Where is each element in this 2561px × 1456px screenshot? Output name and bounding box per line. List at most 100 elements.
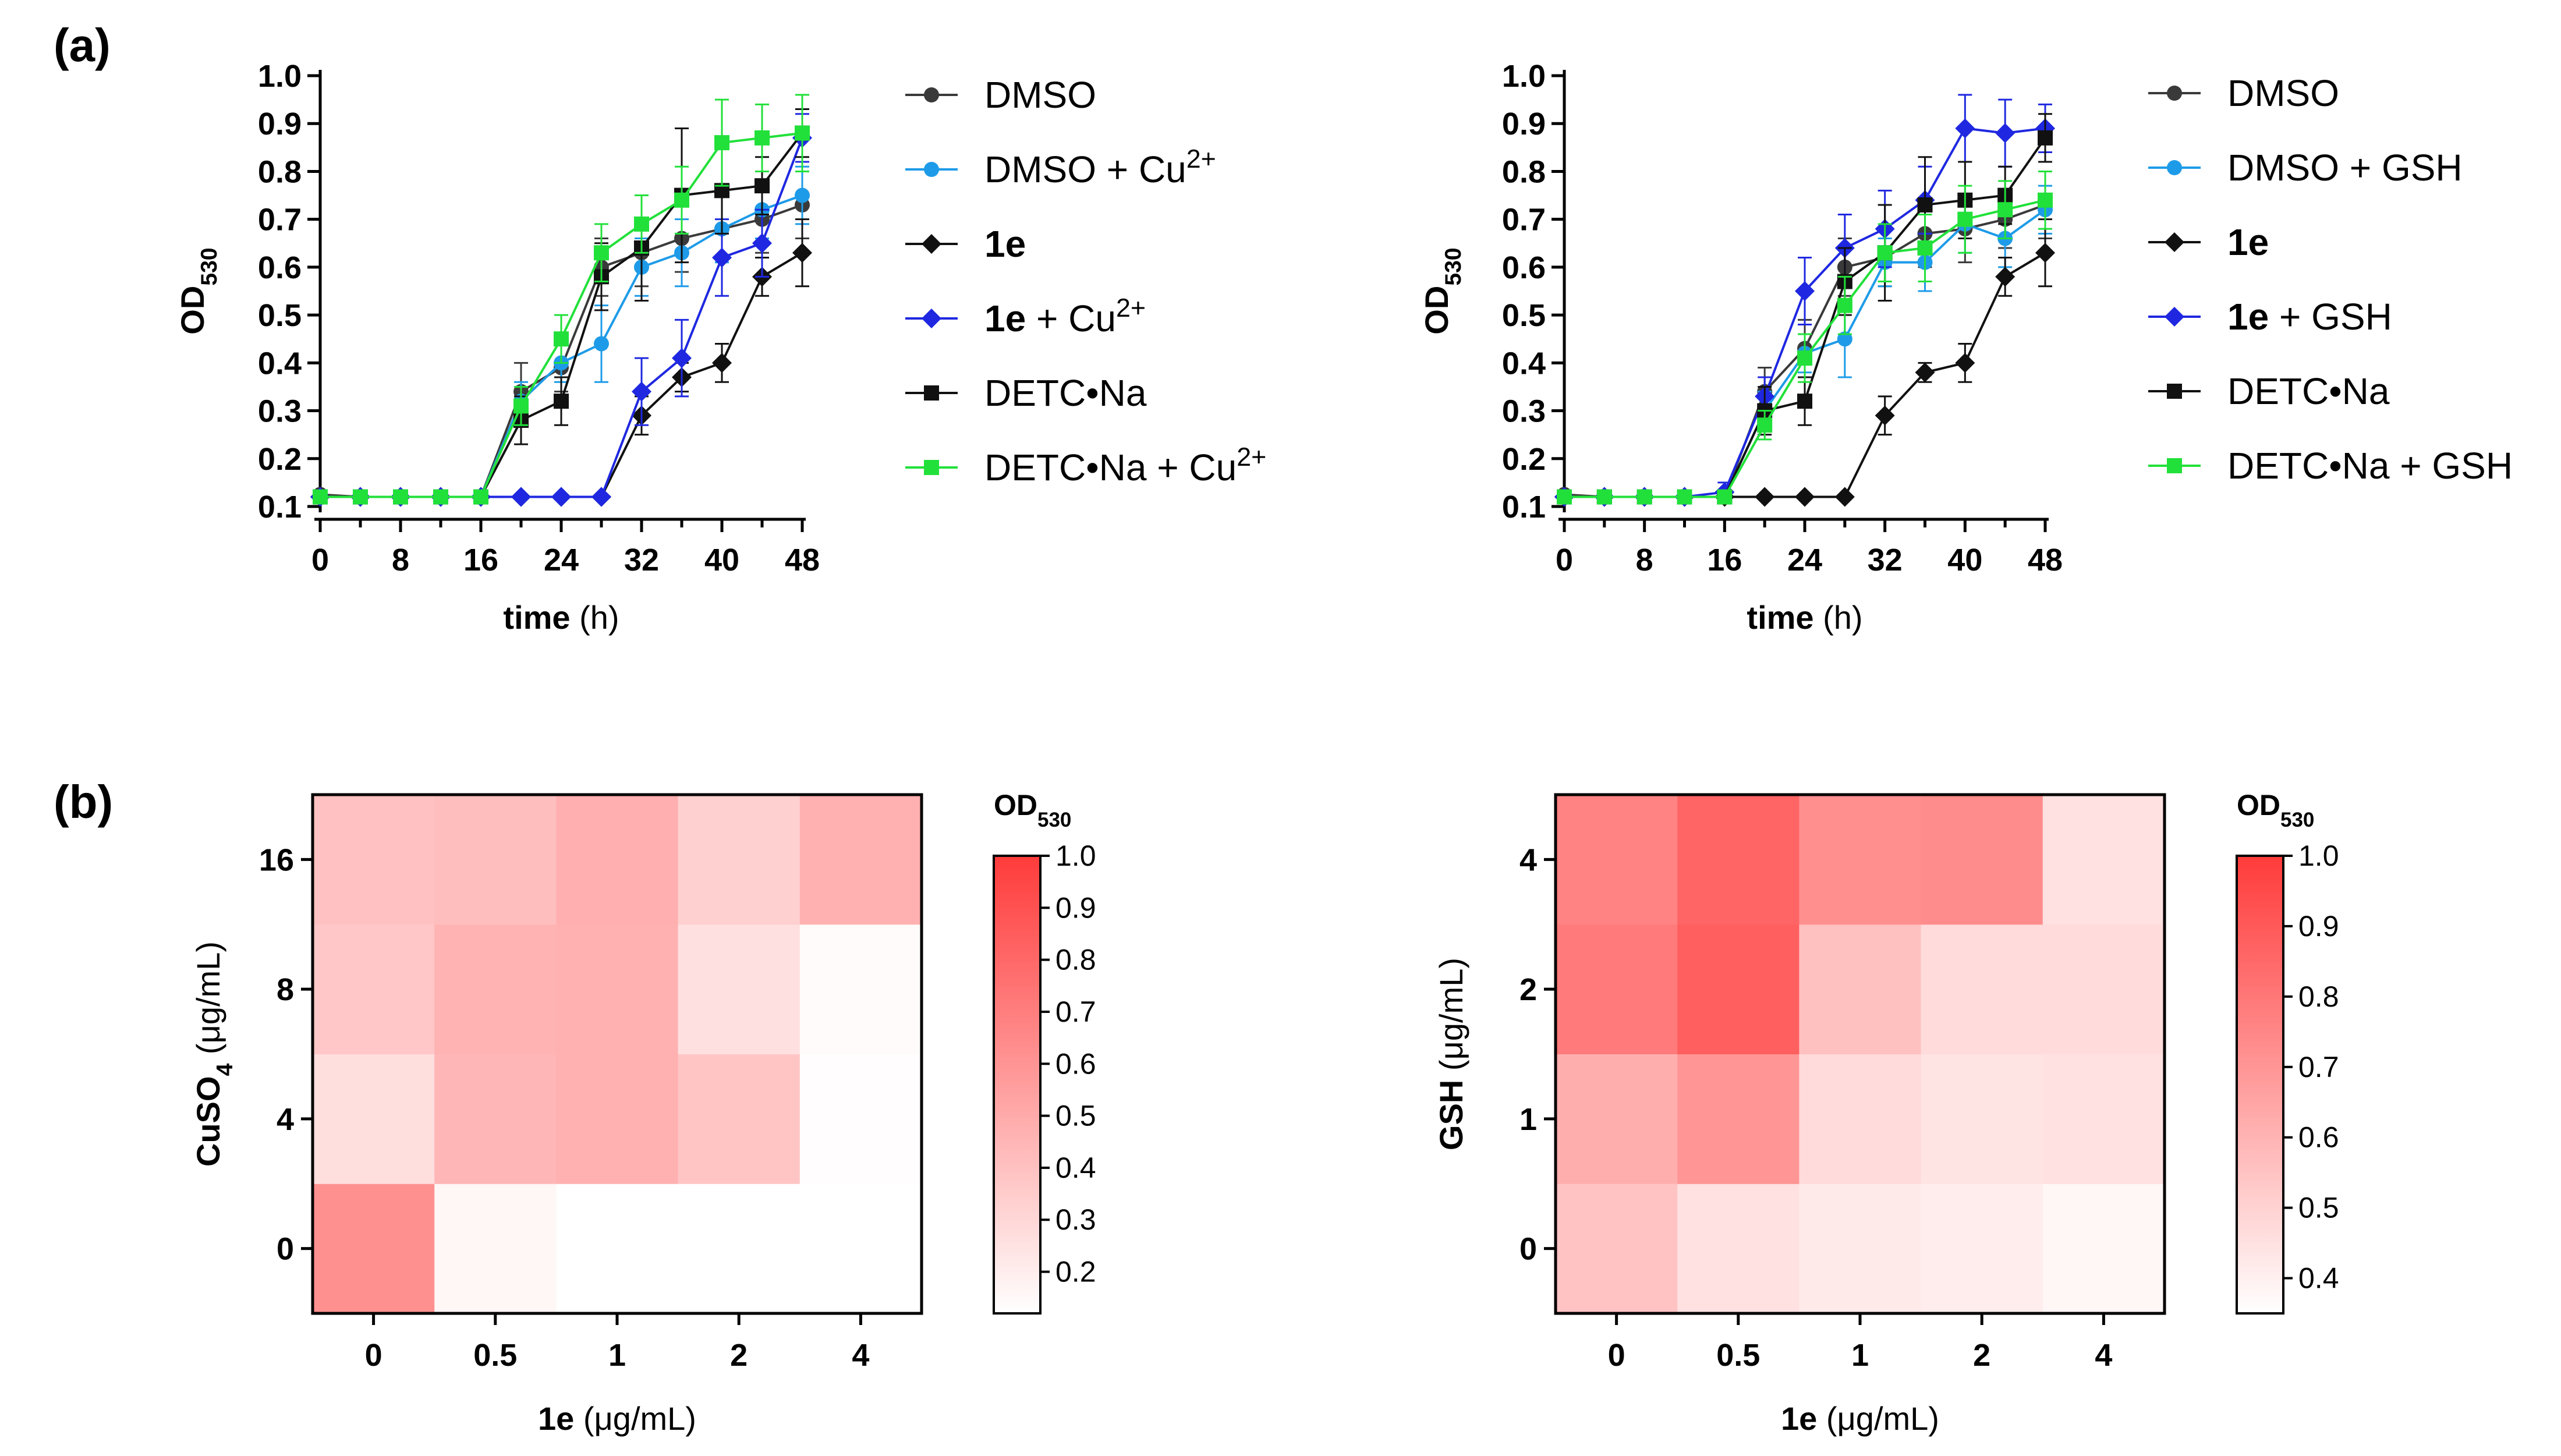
colorbar-tick-label: 0.7 [1055,996,1096,1028]
y-tick-label: 4 [1519,842,1537,877]
x-tick-label: 40 [704,543,739,578]
y-tick-label: 0.5 [1502,298,1546,333]
legend-label-part: 2+ [1237,442,1266,472]
data-point [1795,487,1815,507]
colorbar-tick-label: 0.9 [1055,891,1096,924]
x-tick-label: 8 [392,543,409,578]
colorbar [2236,855,2284,1315]
heatmap-cell [1677,795,1800,925]
data-point [554,394,569,409]
heatmap-cell [1799,1184,1922,1314]
data-point [1797,394,1812,409]
colorbar-tick-label: 0.4 [2298,1262,2339,1295]
x-axis-title-rest: (μg/mL) [574,1400,696,1437]
colorbar-tick-label: 0.6 [1055,1047,1096,1080]
data-point [393,489,408,505]
data-point [1875,405,1895,426]
panel-label-a: (a) [54,19,111,71]
data-point [752,233,772,253]
data-point [674,192,689,208]
legend-marker [2165,232,2184,252]
legend-marker [924,460,939,475]
x-axis-title: time (h) [503,599,619,636]
y-tick-label: 0.2 [1502,442,1546,477]
data-point [353,489,368,505]
legend-label-part: 2+ [1116,293,1146,323]
heatmap-cell [1677,1054,1800,1184]
data-point [1797,350,1812,366]
heatmap-cell [678,1184,800,1314]
heatmap-cell [1799,924,1922,1054]
y-axis-title-main: OD [1418,286,1455,335]
heatmap-cell [2042,795,2165,925]
data-point [594,336,609,352]
data-point [1834,487,1855,507]
y-axis-title-bold: CuSO [190,1076,226,1167]
data-point [1637,489,1652,505]
legend-label-part: DETC•Na [984,372,1147,414]
heatmap-cell [1799,795,1922,925]
data-point [554,331,569,347]
legend-label-part: 1e [984,223,1026,265]
heatmap-cell [799,924,922,1054]
x-axis-title: 1e (μg/mL) [1781,1400,1939,1437]
legend-label: DMSO + Cu2+ [984,144,1216,190]
data-point [712,353,732,373]
data-point [513,398,529,414]
data-point [1995,123,2015,143]
data-point [1677,489,1692,505]
legend-label-part: 1e [984,297,1026,339]
y-tick-label: 0.6 [258,250,302,285]
x-axis-title-rest: (h) [1814,599,1863,636]
data-point [795,125,810,141]
growth-curve-chart-cu: 0.1 0.2 0.3 0.4 0.5 0.6 0.7 0.8 0.9 1.0 0 8 16 24 32 40… [174,59,1266,636]
x-tick-label: 0 [311,543,329,578]
heatmap-cell [2042,1184,2165,1314]
y-axis-title-main: OD [174,286,211,335]
legend-marker [924,385,939,401]
y-tick-label: 4 [277,1102,294,1137]
data-point [1955,353,1975,373]
data-point [2035,243,2055,263]
heatmap-cell [556,1054,679,1184]
legend-label-part: DETC•Na + Cu [984,447,1237,488]
y-axis-title: GSH (μg/mL) [1433,958,1469,1150]
colorbar-title-sub: 530 [2280,809,2314,831]
y-tick-label: 0.4 [1502,346,1546,381]
data-point [1837,297,1852,313]
x-tick-label: 16 [463,543,498,578]
x-axis-title: 1e (μg/mL) [538,1400,696,1437]
legend-label-part: DETC•Na [2227,370,2390,412]
y-tick-label: 0.4 [258,346,302,381]
y-tick-label: 0 [1519,1232,1537,1267]
x-tick-label: 24 [1787,543,1822,578]
y-axis-title-sub: 530 [197,247,222,285]
y-tick-label: 0.5 [258,298,302,333]
legend-label-part: DMSO [2227,72,2339,114]
x-tick-label: 0.5 [473,1338,517,1373]
legend-label: 1e [984,223,1026,265]
x-tick-label: 0 [1556,543,1573,578]
data-point [1557,489,1572,505]
colorbar-tick-label: 0.6 [2298,1121,2339,1154]
colorbar-title: OD530 [2237,789,2314,831]
data-point [1596,489,1612,505]
y-axis-title: CuSO4 (μg/mL) [190,941,238,1167]
heatmap-cell [1921,795,2043,925]
y-axis-title-bold: 4 [212,1063,238,1076]
heatmap-cell [1921,924,2043,1054]
y-axis-title-sub: 530 [1441,247,1466,285]
heatmap-cell [2042,1054,2165,1184]
y-axis-title-bold: GSH [1433,1080,1469,1150]
x-axis-title-bold: time [1747,599,1813,636]
data-point [2038,192,2053,208]
heatmap-cell [313,924,435,1054]
panel-label-b: (b) [54,776,113,828]
heatmap-cell [1921,1054,2043,1184]
heatmap-cell [2042,924,2165,1054]
legend-label: 1e + GSH [2227,296,2392,338]
legend-label: DMSO [984,74,1096,116]
heatmap-cell [678,795,800,925]
